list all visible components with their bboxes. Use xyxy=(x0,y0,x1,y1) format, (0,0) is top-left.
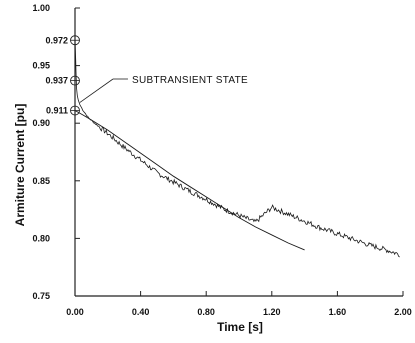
ticks: 0.00 0.40 0.80 1.20 1.60 2.00 0.75 0.80 0.85 0.90… xyxy=(32,3,411,317)
marker-label: 0.911 xyxy=(46,106,68,116)
annotation-subtransient-state: SUBTRANSIENT STATE xyxy=(132,75,248,86)
y-tick-label: 1.00 xyxy=(32,3,50,13)
y-tick-label: 0.90 xyxy=(32,118,50,128)
marker-label: 0.972 xyxy=(45,35,68,45)
series-line-1 xyxy=(74,40,400,258)
annotation-leader-diagonal xyxy=(79,78,114,103)
y-tick-label: 0.85 xyxy=(32,176,50,186)
y-tick-label: 0.80 xyxy=(32,233,50,243)
axes xyxy=(74,8,403,297)
x-tick-label: 0.00 xyxy=(66,307,84,317)
y-tick-label: 0.75 xyxy=(32,291,50,301)
x-tick-label: 0.80 xyxy=(197,307,215,317)
x-tick-label: 2.00 xyxy=(394,307,412,317)
y-axis-title: Armiture Current [pu] xyxy=(13,104,27,227)
y-tick-label: 0.95 xyxy=(32,61,50,71)
x-axis-title: Time [s] xyxy=(217,320,263,334)
x-tick-label: 1.60 xyxy=(329,307,347,317)
marker-label: 0.937 xyxy=(45,76,68,86)
x-tick-label: 0.40 xyxy=(132,307,150,317)
x-tick-label: 1.20 xyxy=(263,307,281,317)
series-layer xyxy=(74,40,400,258)
markers: 0.972 0.937 0.911 xyxy=(45,35,80,116)
series-line-2 xyxy=(74,110,305,251)
